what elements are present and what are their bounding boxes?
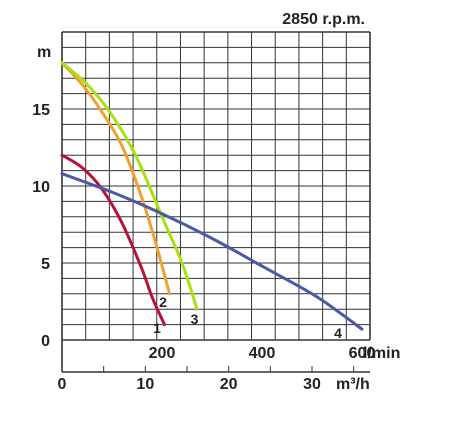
- grid: [61, 31, 371, 373]
- x-tick-label-lmin: 200: [149, 345, 176, 362]
- y-tick-label: 10: [32, 179, 50, 196]
- y-tick-label: 5: [41, 256, 50, 273]
- chart-title: 2850 r.p.m.: [282, 11, 365, 28]
- series-line-3: [60, 61, 199, 311]
- series-line-4: [60, 172, 364, 331]
- x-tick-label-m3h: 0: [58, 376, 67, 393]
- x-unit-top: l/min: [363, 345, 400, 362]
- curve-label-3: 3: [191, 311, 199, 327]
- x-tick-label-m3h: 30: [303, 376, 321, 393]
- y-tick-label: 0: [41, 333, 50, 350]
- curves: [60, 61, 364, 331]
- y-axis-label: m: [37, 44, 51, 61]
- curve-label-4: 4: [334, 325, 342, 341]
- x-unit-bottom: m³/h: [336, 376, 370, 393]
- x-tick-label-m3h: 10: [136, 376, 154, 393]
- x-tick-label-m3h: 20: [220, 376, 238, 393]
- series-line-2: [60, 61, 171, 296]
- curve-label-1: 1: [153, 320, 161, 336]
- y-tick-label: 15: [32, 102, 50, 119]
- labels: 0 5 10 15 200 400 600 0 10 20 30 1 2 3 4: [32, 102, 375, 393]
- series-line-1: [60, 153, 166, 327]
- x-tick-label-lmin: 600: [349, 345, 376, 362]
- curve-label-2: 2: [159, 294, 167, 310]
- x-tick-label-lmin: 400: [249, 345, 276, 362]
